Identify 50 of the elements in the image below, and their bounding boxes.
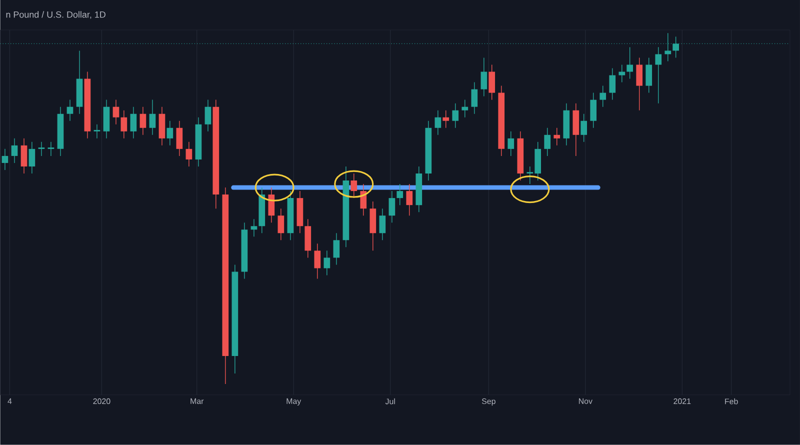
candlestick <box>655 46 662 104</box>
candlestick <box>626 46 633 80</box>
candlestick <box>149 100 156 136</box>
candlestick <box>112 100 120 125</box>
candlestick <box>580 114 588 142</box>
candlestick <box>176 120 183 156</box>
candlestick <box>314 243 321 280</box>
candlestick <box>2 148 8 170</box>
candlestick <box>250 218 258 238</box>
candlestick <box>590 92 597 128</box>
candlestick <box>48 142 54 156</box>
candlestick <box>442 110 450 128</box>
candlestick <box>350 173 358 198</box>
candlestick <box>618 64 626 83</box>
candlestick <box>11 138 18 164</box>
candlestick <box>120 110 128 139</box>
candlestick <box>166 120 174 146</box>
candlestick <box>462 100 468 118</box>
candlestick <box>324 250 330 276</box>
candlestick <box>38 142 45 156</box>
candlestick <box>434 110 442 136</box>
candlestick <box>636 57 643 111</box>
candlestick <box>20 138 28 174</box>
candlestick <box>554 128 560 146</box>
candlestick <box>360 184 367 216</box>
candlestick <box>544 128 551 156</box>
candlestick <box>186 142 192 167</box>
candlestick <box>664 32 672 62</box>
candlestick <box>204 100 212 132</box>
candlestick <box>94 124 100 139</box>
candlestick <box>488 64 496 100</box>
chart-title: n Pound / U.S. Dollar, 1D <box>6 11 106 19</box>
candlestick <box>140 106 146 136</box>
candlestick <box>609 68 616 100</box>
candlestick <box>278 208 284 241</box>
candlestick <box>406 184 413 216</box>
candlestick <box>333 232 340 266</box>
candlestick <box>66 100 74 122</box>
candlestick <box>388 190 396 224</box>
candlestick <box>28 142 36 174</box>
candlestick <box>600 85 606 108</box>
candlestick <box>471 82 478 114</box>
candlestick <box>480 57 488 97</box>
candlestick <box>268 187 275 224</box>
candlestick <box>130 106 137 139</box>
candlestick <box>379 208 386 241</box>
candlestick <box>452 103 459 128</box>
candlestick <box>508 131 514 156</box>
candlestick <box>396 184 404 206</box>
candlestick <box>646 57 652 94</box>
